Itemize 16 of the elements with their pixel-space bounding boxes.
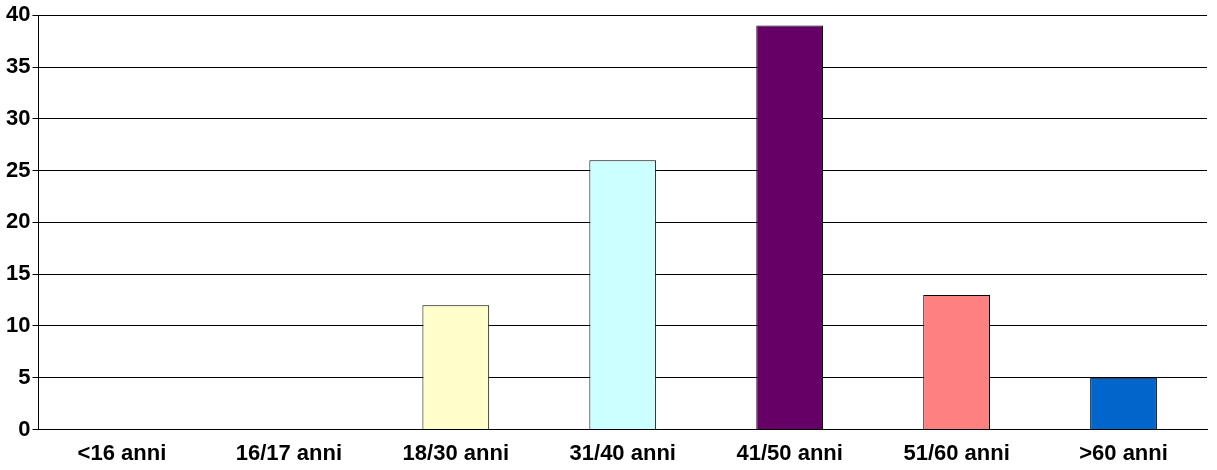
y-tick-label: 30 [5,104,31,130]
y-tick-label: 20 [5,208,31,234]
x-tick-label: 51/60 anni [903,439,1010,465]
y-tick-label: 40 [5,1,31,27]
x-tick-label: 31/40 anni [569,439,676,465]
y-tick-label: 0 [18,415,31,441]
y-tick-label: 5 [18,363,31,389]
y-tick-label: 10 [5,312,31,338]
x-tick-label: >60 anni [1079,439,1168,465]
x-tick-label: 16/17 anni [235,439,343,465]
x-tick-label: 41/50 anni [736,439,843,465]
x-tick-label: 18/30 anni [402,439,509,465]
y-tick-label: 15 [5,260,31,286]
y-tick-label: 25 [5,156,31,182]
x-tick-label: <16 anni [77,439,167,465]
y-tick-label: 35 [5,53,31,79]
